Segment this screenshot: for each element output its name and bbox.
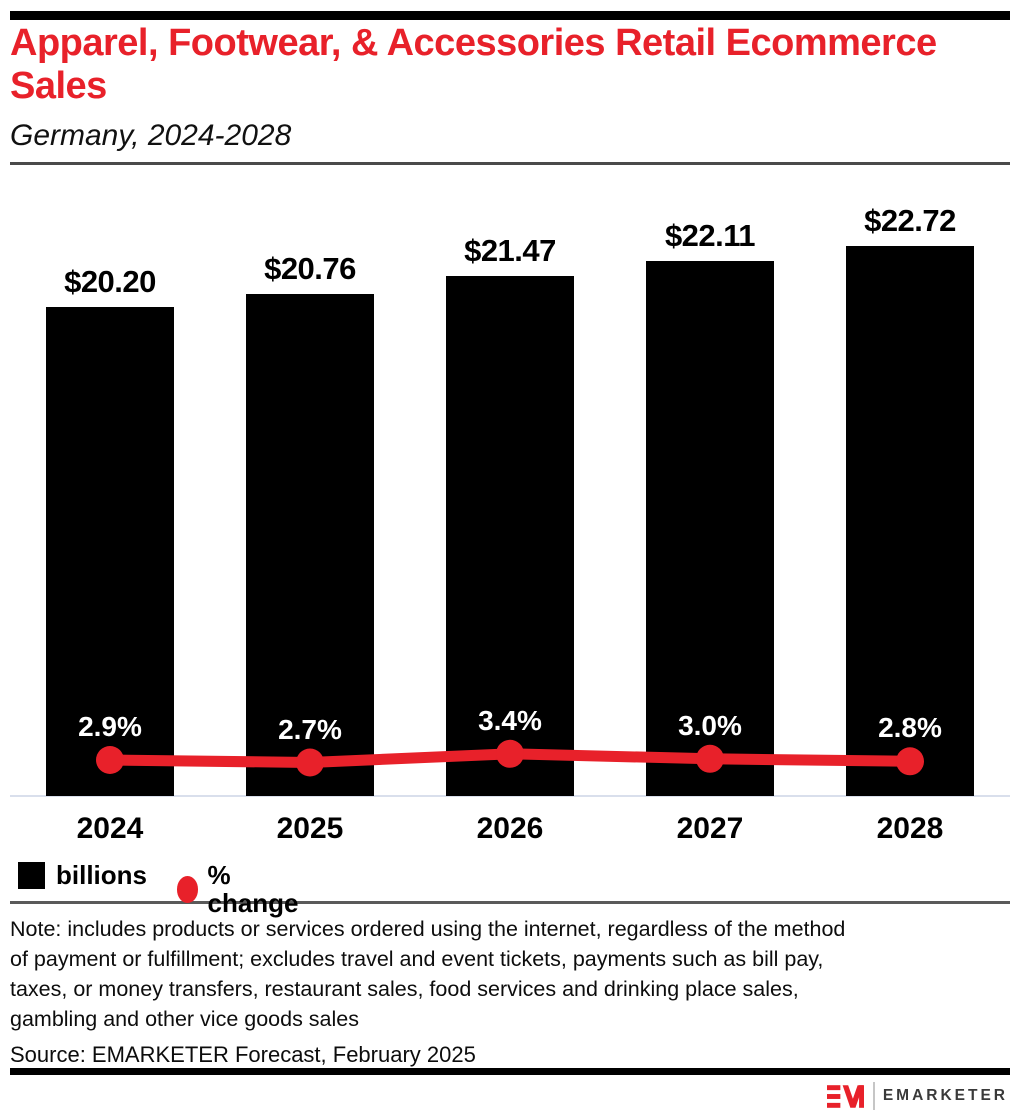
em-logo-icon	[826, 1084, 864, 1108]
x-axis-label-2024: 2024	[76, 812, 144, 845]
brand-lockup: EMARKETER	[826, 1082, 1008, 1110]
pct-change-label-2026: 3.4%	[478, 704, 542, 736]
title-divider	[10, 162, 1010, 165]
bar-value-label-2026: $21.47	[464, 233, 556, 269]
bar-2025	[246, 293, 374, 796]
x-axis-label-2027: 2027	[676, 812, 744, 845]
bar-2028	[846, 246, 974, 796]
page-title-line2: Sales	[10, 65, 107, 107]
brand-divider	[872, 1082, 875, 1110]
page-title: Apparel, Footwear, & Accessories Retail …	[10, 22, 940, 108]
x-axis-label-2025: 2025	[276, 812, 344, 845]
bar-value-label-2024: $20.20	[64, 264, 156, 300]
legend-label-billions: billions	[56, 860, 147, 890]
legend-item-percent-change: % change	[177, 861, 304, 917]
bar-2027	[646, 260, 774, 796]
note-line: of payment or fulfillment; excludes trav…	[10, 947, 824, 971]
note-line: gambling and other vice goods sales	[10, 1007, 359, 1031]
legend-item-billions: billions	[18, 861, 147, 889]
x-axis-line	[10, 795, 1010, 797]
percent-change-swatch-icon	[177, 875, 199, 903]
top-accent-bar	[10, 11, 1010, 20]
footer-accent-bar	[10, 1068, 1010, 1075]
bar-value-label-2025: $20.76	[264, 250, 356, 286]
source-text: Source: EMARKETER Forecast, February 202…	[10, 1042, 476, 1067]
pct-change-label-2024: 2.9%	[78, 711, 142, 743]
brand-wordmark: EMARKETER	[882, 1087, 1008, 1104]
pct-change-label-2028: 2.8%	[878, 712, 942, 744]
x-axis-label-2028: 2028	[876, 812, 944, 845]
bar-value-label-2027: $22.11	[664, 217, 756, 253]
x-axis-label-2026: 2026	[476, 812, 544, 845]
note-text: Note: includes products or services orde…	[10, 914, 1015, 1034]
pct-change-label-2027: 3.0%	[678, 709, 742, 741]
bar-2026	[446, 276, 574, 796]
note-line: taxes, or money transfers, restaurant sa…	[10, 977, 799, 1001]
legend-label-percent-change: % change	[207, 860, 299, 918]
note-divider	[10, 901, 1010, 904]
billions-swatch-icon	[18, 861, 45, 889]
page-title-line1: Apparel, Footwear, & Accessories Retail …	[10, 22, 937, 64]
note-line: Note: includes products or services orde…	[10, 917, 846, 941]
pct-change-label-2025: 2.7%	[278, 713, 342, 745]
chart-subtitle: Germany, 2024-2028	[10, 119, 292, 152]
bar-value-label-2028: $22.72	[864, 203, 956, 239]
bar-2024	[46, 307, 174, 796]
